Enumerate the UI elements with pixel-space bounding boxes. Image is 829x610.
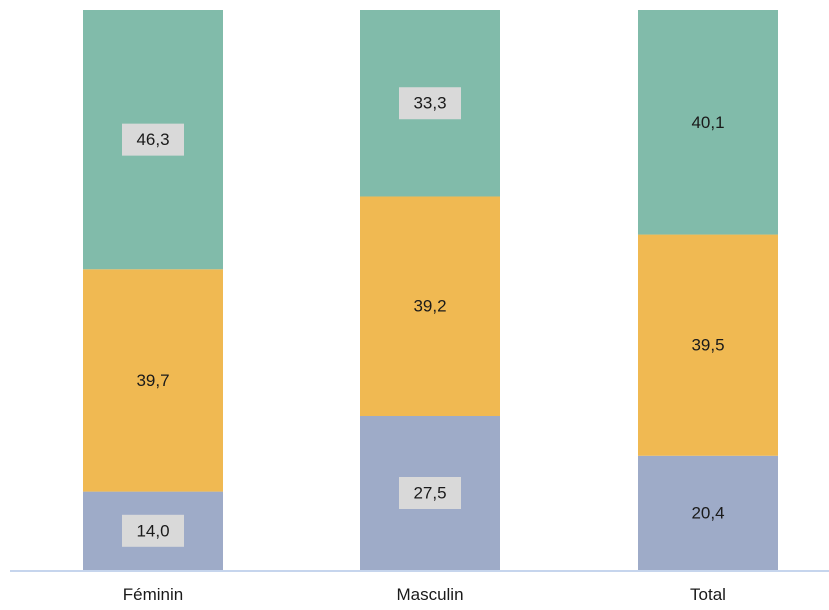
data-label-box	[122, 123, 184, 156]
data-label-box	[122, 514, 184, 547]
data-label: 39,7	[136, 371, 169, 390]
bars-group: 14,0 39,7 46,3 27,5 39,2 33,3 20,4 39,5 40,1	[83, 10, 778, 570]
bar-segment-2-2	[360, 196, 500, 416]
data-label: 20,4	[691, 503, 724, 522]
bar-segment-3-2	[638, 234, 778, 456]
data-label: 14,0	[136, 521, 169, 540]
bar-segment-3-1	[638, 455, 778, 570]
data-label: 39,5	[691, 336, 724, 355]
bar-segment-3-3	[638, 10, 778, 235]
data-label: 33,3	[413, 94, 446, 113]
data-label: 27,5	[413, 484, 446, 503]
category-label: Total	[690, 585, 726, 604]
category-label: Féminin	[123, 585, 183, 604]
category-label: Masculin	[396, 585, 463, 604]
data-label-box	[399, 87, 461, 120]
data-label-box	[399, 477, 461, 509]
data-label: 39,2	[413, 297, 446, 316]
data-label: 46,3	[136, 130, 169, 149]
category-labels-group: Féminin Masculin Total	[123, 585, 726, 604]
data-label: 40,1	[691, 113, 724, 132]
bar-segment-1-2	[83, 269, 223, 492]
